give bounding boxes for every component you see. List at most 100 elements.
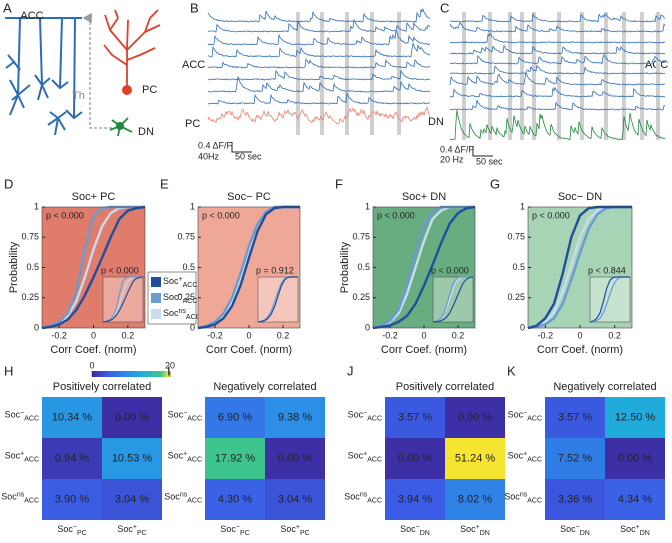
p-value-inset: p < 0.844 <box>588 265 626 275</box>
heat-cell <box>445 438 505 479</box>
cdf-line <box>372 205 476 330</box>
x-tick-label: 0.2 <box>122 330 135 340</box>
event-bar <box>656 12 660 140</box>
colorbar-segment <box>128 371 132 377</box>
heat-cell <box>205 438 265 479</box>
legend-swatch <box>151 293 161 303</box>
chart-title: Soc− PC <box>227 191 271 203</box>
cell-label: 0.00 % <box>115 411 149 423</box>
panel-label: D <box>4 176 13 191</box>
p-value: p < 0.000 <box>532 210 570 220</box>
event-bar <box>462 12 466 140</box>
row-label: Soc−ACC <box>168 409 202 422</box>
colorbar-segment <box>110 371 114 377</box>
y-tick-label: 0 <box>365 322 370 332</box>
colorbar-segment <box>149 371 153 377</box>
column-label: Soc−DN <box>400 524 430 537</box>
cell-label: 3.04 % <box>278 493 312 505</box>
row-label: DN <box>428 116 444 128</box>
chart-title: Soc+ PC <box>72 191 116 203</box>
heat-cell <box>102 397 162 438</box>
x-tick-label: -0.2 <box>382 330 398 340</box>
x-tick-label: -0.2 <box>538 330 554 340</box>
column-label: Soc+PC <box>117 524 146 537</box>
legend-label: Soc−ACC <box>163 292 197 305</box>
x-tick-label: 0 <box>246 330 251 340</box>
event-bar <box>345 12 349 135</box>
trace <box>449 100 666 111</box>
y-tick-label: 0.75 <box>507 232 525 242</box>
y-tick-label: 0.25 <box>177 292 195 302</box>
trace <box>449 110 666 141</box>
heat-cell <box>445 479 505 520</box>
heat-cell <box>265 397 325 438</box>
heat-cell <box>605 479 665 520</box>
heat-cell <box>545 479 605 520</box>
y-tick-label: 0.5 <box>182 262 195 272</box>
panel-label: B <box>190 0 199 15</box>
inset-background <box>102 276 144 323</box>
event-bar <box>370 12 374 135</box>
heat-cell <box>385 397 445 438</box>
dn-label: DN <box>138 126 154 138</box>
cell-label: 3.36 % <box>558 493 592 505</box>
y-tick-label: 0 <box>190 322 195 332</box>
y-tick-label: 0.25 <box>507 292 525 302</box>
colorbar-segment <box>120 371 124 377</box>
heat-cell <box>265 479 325 520</box>
event-bar <box>320 12 324 135</box>
cell-label: 3.57 % <box>398 411 432 423</box>
y-tick-label: 0.75 <box>177 232 195 242</box>
event-bar <box>397 12 401 135</box>
event-bar <box>520 12 524 140</box>
column-label: Soc−PC <box>57 524 86 537</box>
row-label: ACC <box>182 59 205 71</box>
colorbar-segment <box>167 371 171 377</box>
colorbar-segment <box>131 371 135 377</box>
colorbar-segment <box>133 371 137 377</box>
scale-bar <box>231 142 252 153</box>
p-value: p < 0.000 <box>377 210 415 220</box>
trace <box>207 76 431 93</box>
row-label: SocnsACC <box>504 491 542 504</box>
scale-label: 0.4 ΔF/F <box>198 140 233 150</box>
x-axis-label: Corr Coef. (norm) <box>381 344 467 356</box>
plot-frame <box>41 206 146 329</box>
cell-label: 17.92 % <box>215 452 256 464</box>
heat-cell <box>42 397 102 438</box>
column-label: Soc+DN <box>620 524 650 537</box>
colorbar-segment <box>118 371 122 377</box>
scale-label: 20 Hz <box>440 154 464 164</box>
cell-label: 0.94 % <box>55 452 89 464</box>
cell-label: 0.00 % <box>278 452 312 464</box>
panel-label: A <box>3 0 12 15</box>
cell-label: 4.30 % <box>218 493 252 505</box>
row-label: Soc+ACC <box>508 450 542 463</box>
colorbar-segment <box>164 371 168 377</box>
trace <box>449 54 666 65</box>
cell-label: 10.34 % <box>52 411 93 423</box>
plot-background <box>198 207 300 328</box>
x-tick-label: -0.2 <box>207 330 223 340</box>
row-label: Soc−ACC <box>348 409 382 422</box>
row-label: Soc−ACC <box>508 409 542 422</box>
panel-label: G <box>490 176 500 191</box>
y-axis-label: Probability <box>8 241 20 293</box>
chart-title: Positively correlated <box>396 381 494 393</box>
p-value-inset: p < 0.000 <box>101 265 139 275</box>
colorbar-segment <box>151 371 155 377</box>
legend-label: SocnsACC <box>163 308 201 321</box>
heat-cell <box>42 479 102 520</box>
heat-cell <box>102 438 162 479</box>
heat-cell <box>385 479 445 520</box>
colorbar-segment <box>92 371 96 377</box>
colorbar-segment <box>107 371 111 377</box>
inset-line <box>102 276 144 323</box>
legend-label: Soc+ACC <box>163 276 197 289</box>
colorbar-segment <box>102 371 106 377</box>
trace <box>208 41 431 58</box>
event-bar <box>604 12 608 140</box>
column-label: Soc−PC <box>220 524 249 537</box>
legend-swatch <box>151 277 161 287</box>
x-axis-label: Corr Coef. (norm) <box>206 344 292 356</box>
